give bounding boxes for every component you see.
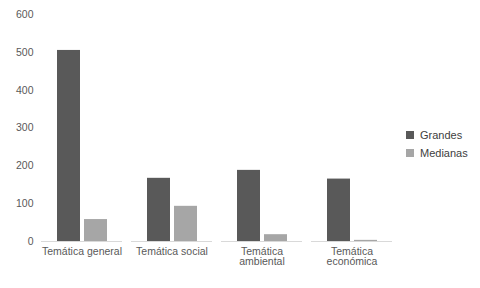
svg-text:300: 300 [16,121,34,133]
svg-text:Temática social: Temática social [136,245,208,257]
html-text:Medianas: Medianas [420,147,468,159]
svg-text:Temáticaeconómica: Temáticaeconómica [327,245,378,267]
svg-text:600: 600 [16,8,34,20]
svg-text:500: 500 [16,46,34,58]
html-text:Grandes: Grandes [420,129,463,141]
svg-text:100: 100 [16,197,34,209]
svg-text:Temáticaambiental: Temáticaambiental [239,245,285,267]
svg-text:200: 200 [16,159,34,171]
svg-text:Temática general: Temática general [42,245,122,257]
svg-text:400: 400 [16,84,34,96]
svg-text:0: 0 [28,235,34,247]
